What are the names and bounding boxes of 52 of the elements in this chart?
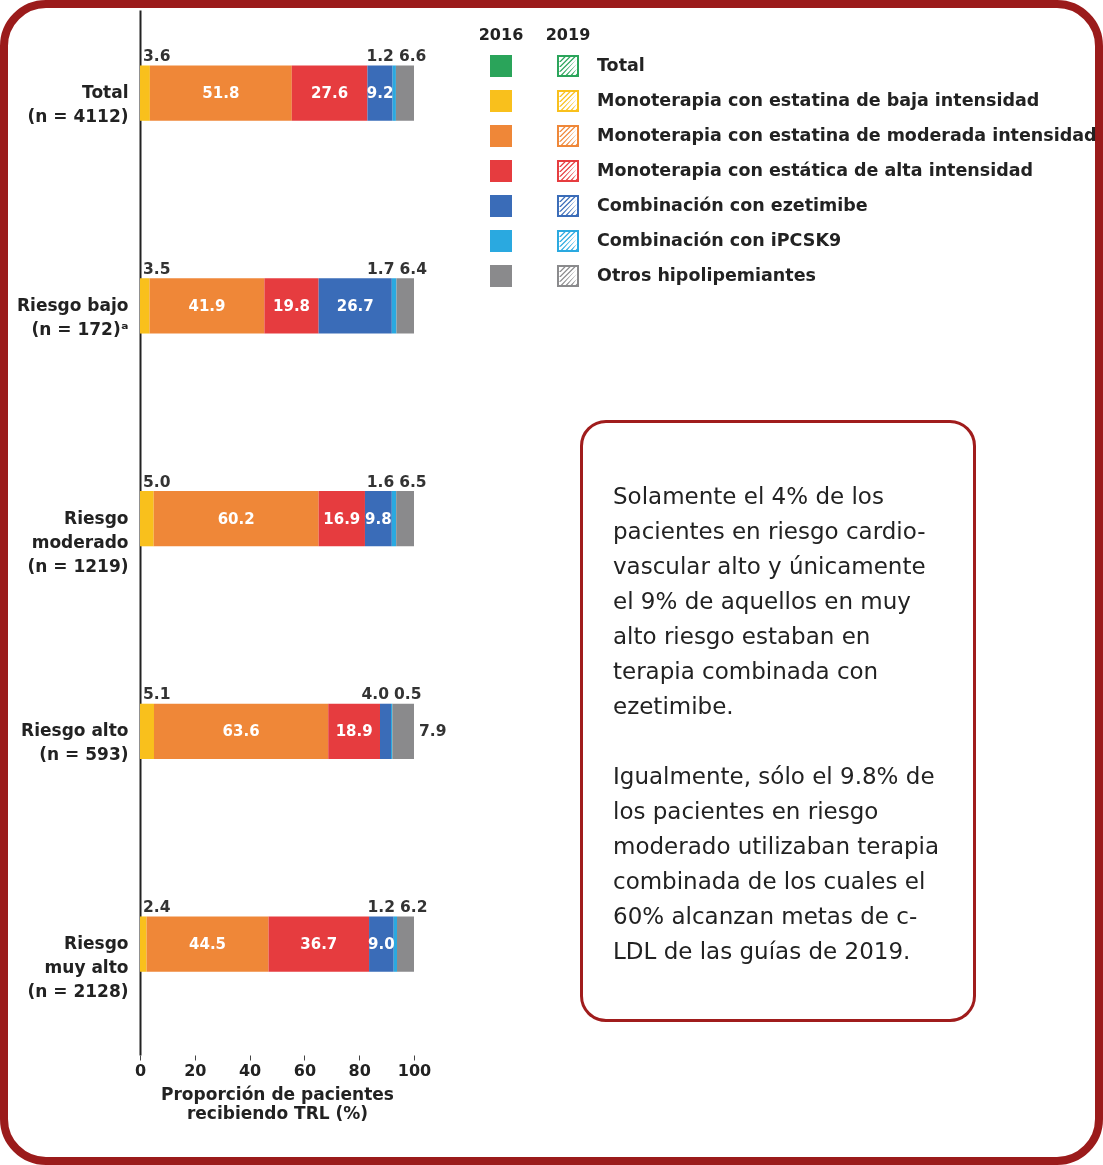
legend-label: Monoterapia con estática de alta intensidad xyxy=(597,160,1034,180)
x-tick-label: 80 xyxy=(348,1060,371,1080)
data-label: 1.6 xyxy=(366,472,395,491)
data-label: 1.7 xyxy=(367,259,395,278)
y-tick-label: Riesgo bajo (n = 172)ᵃ xyxy=(17,294,129,339)
text: Solamente el 4% de los pacientes en riesgo cardio-vascular alto y únicamente el 9% de aquellos en muy alto riesgo estaban en terapia combinada con ezetimibe. xyxy=(613,482,927,721)
data-label: 26.7 xyxy=(336,296,374,315)
data-label: 6.6 xyxy=(398,47,427,66)
legend-label: Total xyxy=(597,55,645,75)
legend-label: Combinación con iPCSK9 xyxy=(597,230,842,250)
x-tick-label: 0 xyxy=(134,1060,147,1080)
legend-label: Otros hipolipemiantes xyxy=(597,265,816,285)
y-tick-label: Riesgo muy alto (n = 2128) xyxy=(27,933,129,1002)
x-tick-label: 60 xyxy=(293,1060,317,1080)
y-tick-label: Riesgo moderado (n = 1219) xyxy=(27,507,129,576)
data-label: 41.9 xyxy=(188,296,226,315)
text: Igualmente, sólo el 9.8% de los pacientes en riesgo moderado utilizaban terapia combinada de los cuales el 60% alcanzan metas de c-LDL de las guías de 2019. xyxy=(613,762,941,966)
y-tick-label: Total (n = 4112) xyxy=(27,82,129,127)
legend-label: Monoterapia con estatina de moderada intensidad xyxy=(597,125,1097,145)
data-label: 63.6 xyxy=(222,722,260,741)
data-label: 9.2 xyxy=(366,84,394,103)
data-label: 1.2 xyxy=(367,898,396,917)
data-label: 60.2 xyxy=(217,509,255,528)
data-label: 6.4 xyxy=(399,259,428,278)
data-label: 2.4 xyxy=(143,898,171,917)
data-label: 36.7 xyxy=(300,935,338,954)
text: 2016 xyxy=(478,25,524,44)
data-label: 1.2 xyxy=(366,47,394,66)
data-label: 19.8 xyxy=(273,296,311,315)
data-label: 16.9 xyxy=(323,509,361,528)
data-label: 9.8 xyxy=(365,509,392,528)
data-label: 3.6 xyxy=(143,47,171,66)
x-tick-label: 100 xyxy=(397,1060,432,1080)
data-label: 7.9 xyxy=(419,722,447,741)
x-tick-label: 20 xyxy=(184,1060,207,1080)
data-label: 18.9 xyxy=(335,722,373,741)
data-label: 5.0 xyxy=(143,472,171,491)
legend-label: Monoterapia con estatina de baja intensidad xyxy=(597,90,1040,110)
data-label: 6.2 xyxy=(400,898,428,917)
x-tick-label: 40 xyxy=(238,1060,262,1080)
data-label: 3.5 xyxy=(143,259,171,278)
data-label: 44.5 xyxy=(189,935,227,954)
data-label: 5.1 xyxy=(143,685,171,704)
x-axis-title: Proporción de pacientes recibiendo TRL (%) xyxy=(161,1083,394,1123)
y-tick-label: Riesgo alto (n = 593) xyxy=(21,720,129,765)
data-label: 4.0 xyxy=(361,685,390,704)
data-label: 51.8 xyxy=(202,84,240,103)
data-label: 0.5 xyxy=(393,685,422,704)
legend-label: Combinación con ezetimibe xyxy=(597,195,868,215)
data-label: 6.5 xyxy=(399,472,427,491)
text: 2019 xyxy=(545,25,591,44)
data-label: 27.6 xyxy=(311,84,349,103)
